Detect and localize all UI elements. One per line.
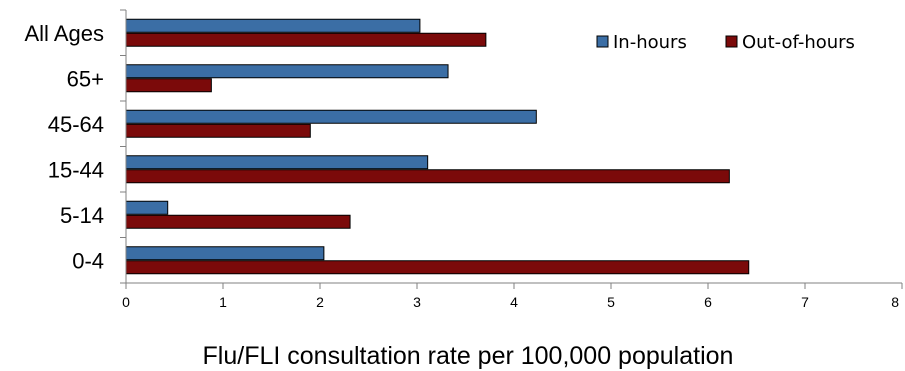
legend-label: Out-of-hours [742, 32, 855, 53]
x-tick-label: 3 [413, 294, 421, 310]
x-tick-label: 1 [219, 294, 227, 310]
bars-group [125, 18, 750, 275]
bar-in-hours [125, 18, 421, 33]
axis-ticks [120, 9, 903, 289]
category-label: 15-44 [48, 157, 104, 182]
category-label: 65+ [67, 66, 104, 91]
x-tick-label: 7 [801, 294, 809, 310]
category-label: 0-4 [72, 248, 104, 273]
bar-in-hours [125, 200, 169, 215]
category-label: 5-14 [60, 203, 104, 228]
bar-in-hours [125, 109, 537, 124]
legend-label: In-hours [613, 32, 687, 53]
bar-in-hours [125, 64, 449, 79]
bar-out-of-hours [125, 260, 750, 275]
bar-in-hours [125, 246, 325, 261]
x-tick-label: 2 [316, 294, 324, 310]
category-label: All Ages [25, 21, 105, 46]
bar-in-hours [125, 155, 429, 170]
x-tick-label: 5 [607, 294, 615, 310]
bar-out-of-hours [125, 32, 487, 47]
x-tick-labels: 0 1 2 3 4 5 6 7 8 [122, 294, 899, 310]
category-label: 45-64 [48, 112, 104, 137]
x-tick-label: 8 [891, 294, 899, 310]
legend-swatch [596, 35, 609, 48]
bar-out-of-hours [125, 214, 351, 229]
bar-out-of-hours [125, 123, 311, 138]
bar-out-of-hours [125, 169, 730, 184]
bar-out-of-hours [125, 78, 212, 93]
legend: In-hours Out-of-hours [596, 32, 855, 53]
x-tick-label: 4 [510, 294, 518, 310]
x-axis-title: Flu/FLI consultation rate per 100,000 po… [203, 342, 734, 370]
category-labels: All Ages 65+ 45-64 15-44 5-14 0-4 [25, 21, 105, 274]
x-tick-label: 0 [122, 294, 130, 310]
x-tick-label: 6 [704, 294, 712, 310]
legend-swatch [725, 35, 738, 48]
